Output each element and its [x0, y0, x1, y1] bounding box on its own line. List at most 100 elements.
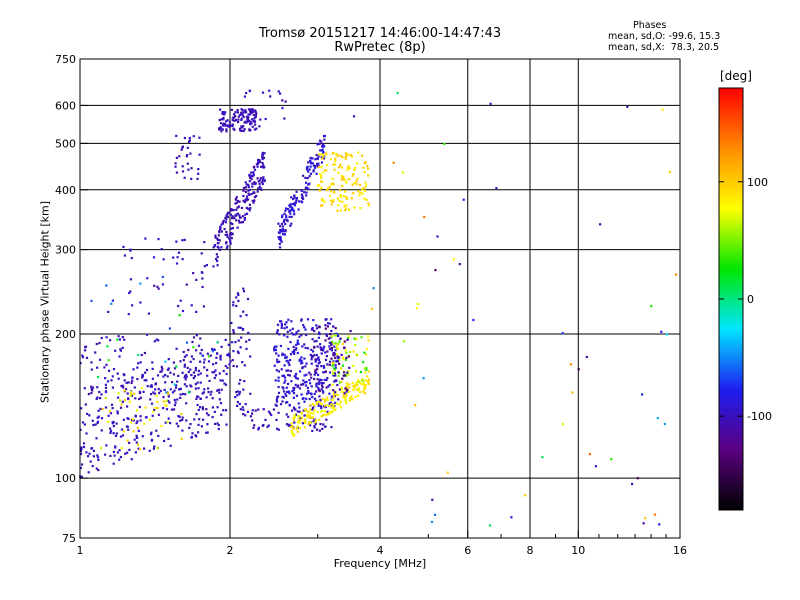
echo-point	[292, 434, 295, 437]
echo-point	[307, 423, 310, 426]
echo-point	[325, 404, 328, 407]
echo-point	[157, 413, 160, 416]
echo-point	[84, 345, 88, 348]
echo-point	[317, 336, 320, 339]
echo-point	[189, 423, 192, 426]
echo-point	[189, 152, 192, 155]
echo-point	[260, 188, 263, 191]
echo-point	[363, 197, 366, 200]
echo-point	[160, 425, 163, 428]
echo-point	[644, 517, 647, 520]
echo-point	[302, 409, 305, 412]
echo-point	[161, 283, 164, 286]
echo-point	[117, 377, 120, 380]
echo-point	[299, 370, 302, 373]
echo-point	[334, 356, 337, 359]
echo-point	[305, 194, 308, 197]
phase-stats-x-mode: mean, sd,X: 78.3, 20.5	[608, 42, 720, 53]
echo-point	[229, 124, 232, 127]
echo-point	[119, 406, 123, 409]
echo-point	[318, 331, 321, 334]
echo-point	[195, 395, 199, 398]
echo-point	[101, 407, 104, 411]
echo-point	[235, 119, 238, 122]
echo-point	[207, 414, 210, 417]
echo-point	[323, 134, 326, 137]
echo-point	[235, 213, 238, 216]
echo-point	[311, 162, 314, 165]
echo-point	[313, 426, 316, 429]
echo-point	[216, 255, 219, 259]
echo-point	[249, 123, 252, 126]
echo-point	[367, 382, 370, 385]
echo-point	[196, 403, 199, 407]
echo-point	[167, 437, 170, 440]
echo-point	[242, 310, 245, 313]
echo-point	[236, 226, 239, 229]
echo-point	[96, 422, 99, 425]
echo-point	[216, 259, 219, 263]
echo-point	[320, 410, 324, 413]
echo-point	[326, 350, 329, 353]
echo-point	[339, 154, 342, 157]
echo-point	[244, 181, 247, 184]
echo-point	[175, 156, 178, 159]
echo-point	[218, 119, 221, 122]
echo-point	[202, 305, 205, 308]
echo-point	[252, 171, 255, 174]
echo-point	[247, 192, 250, 195]
echo-point	[92, 455, 95, 458]
echo-point	[242, 115, 245, 119]
echo-point	[280, 240, 283, 243]
echo-point	[277, 370, 280, 373]
echo-point	[298, 421, 301, 424]
echo-point	[181, 309, 185, 313]
echo-point	[176, 398, 179, 401]
echo-point	[251, 125, 254, 128]
echo-point	[80, 446, 83, 449]
echo-point	[248, 338, 251, 341]
echo-point	[585, 355, 588, 359]
echo-point	[345, 181, 348, 184]
echo-point	[286, 335, 289, 338]
echo-point	[241, 361, 244, 364]
echo-point	[262, 164, 265, 167]
echo-point	[363, 392, 366, 395]
echo-point	[315, 401, 318, 404]
echo-point	[150, 393, 153, 396]
echo-point	[401, 171, 404, 174]
echo-point	[161, 275, 164, 279]
echo-point	[200, 252, 203, 255]
echo-point	[182, 359, 185, 362]
echo-point	[151, 361, 154, 364]
echo-point	[321, 427, 324, 430]
echo-point	[115, 422, 118, 425]
echo-point	[320, 388, 323, 391]
echo-point	[253, 199, 256, 202]
echo-point	[495, 187, 498, 190]
echo-point	[330, 335, 333, 338]
echo-point	[233, 119, 236, 122]
echo-point	[325, 386, 328, 389]
echo-point	[245, 340, 248, 343]
echo-point	[116, 410, 119, 413]
echo-point	[185, 155, 188, 158]
echo-point	[313, 340, 316, 343]
echo-point	[292, 427, 295, 430]
echo-point	[285, 394, 288, 397]
echo-point	[340, 386, 343, 389]
echo-point	[347, 355, 350, 358]
echo-point	[248, 193, 251, 197]
echo-point	[232, 301, 235, 304]
echo-point	[111, 386, 114, 389]
echo-point	[297, 384, 300, 387]
echo-point	[308, 421, 311, 424]
x-tick-label: 6	[464, 544, 471, 557]
echo-point	[334, 163, 337, 166]
echo-point	[313, 166, 317, 169]
echo-point	[334, 391, 337, 394]
echo-point	[225, 423, 228, 426]
echo-point	[195, 435, 198, 438]
echo-point	[641, 393, 644, 396]
echo-point	[323, 200, 326, 203]
